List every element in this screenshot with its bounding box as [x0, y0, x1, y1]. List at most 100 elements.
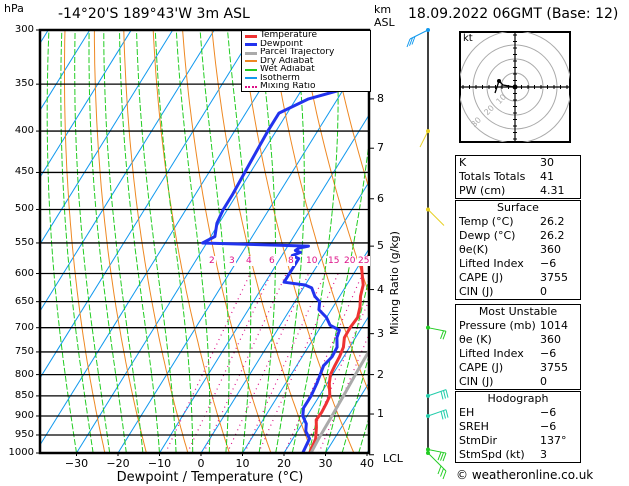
pressure-tick-label: 650 — [14, 295, 34, 307]
wind-barb-flag — [442, 452, 447, 462]
pressure-tick-label: 750 — [14, 345, 34, 357]
most-unstable-row: CIN (J) 0 — [456, 375, 580, 389]
dry-adiabat-line — [299, 30, 369, 295]
height-tick-label: 6 — [377, 191, 384, 205]
legend-entry: Temperature — [242, 31, 370, 40]
legend-label: Parcel Trajectory — [260, 48, 335, 57]
wind-barb-flag — [440, 452, 444, 461]
hodograph-stat-label: StmDir — [459, 434, 498, 447]
most-unstable-label: CIN (J) — [459, 375, 494, 388]
wind-barb-flag — [440, 468, 444, 477]
copyright: © weatheronline.co.uk — [456, 468, 594, 482]
surface-row: Temp (°C) 26.2 — [456, 215, 580, 229]
wind-barb-flag — [406, 38, 411, 48]
wind-barb-flag — [440, 411, 444, 420]
dewpoint-line — [201, 79, 369, 453]
legend-label: Wet Adiabat — [260, 65, 315, 74]
wind-shaft — [427, 327, 447, 332]
most-unstable-value: 0 — [540, 375, 547, 388]
most-unstable-value: 1014 — [540, 319, 568, 332]
mixing-ratio-label: 2 — [208, 255, 216, 266]
surface-label: CIN (J) — [459, 285, 494, 298]
wet-adiabat-line — [154, 30, 194, 453]
pressure-tick-label: 300 — [14, 24, 34, 35]
wind-barb-flag — [443, 410, 446, 419]
wet-adiabat-line — [103, 30, 144, 453]
most-unstable-label: CAPE (J) — [459, 361, 504, 374]
mixing-ratio-label: 4 — [245, 255, 253, 266]
surface-label: CAPE (J) — [459, 271, 504, 284]
height-tick-label: 5 — [377, 239, 384, 253]
indices-table: K 30 Totals Totals 41 PW (cm) 4.31 — [455, 155, 581, 199]
pressure-tick-label: 900 — [14, 409, 34, 421]
dry-adiabat-line — [211, 30, 313, 453]
temperature-line — [308, 253, 369, 453]
legend-entry: Isotherm — [242, 74, 370, 82]
surface-row: θe(K) 360 — [456, 243, 580, 257]
temperature-tick-label: −20 — [106, 457, 130, 470]
dry-adiabat-line — [152, 30, 230, 453]
isotherm-line — [40, 30, 298, 446]
wind-shaft — [409, 29, 429, 40]
wind-barb-flag — [440, 330, 444, 339]
hodograph-stat-row: EH −6 — [456, 406, 580, 420]
mixing-ratio-line — [283, 273, 364, 453]
dry-adiabat-line — [93, 30, 147, 453]
pressure-tick-label: 950 — [14, 428, 34, 440]
most-unstable-label: Lifted Index — [459, 347, 524, 360]
most-unstable-title: Most Unstable — [478, 305, 558, 318]
index-row: PW (cm) 4.31 — [456, 184, 580, 198]
mixing-ratio-label: 8 — [287, 255, 295, 266]
pressure-tick-label: 600 — [14, 267, 34, 279]
wet-adiabat-line — [275, 30, 305, 453]
temperature-tick-label: 40 — [360, 457, 374, 470]
most-unstable-label: Pressure (mb) — [459, 319, 536, 332]
hodograph-unit: kt — [463, 33, 473, 44]
legend-entry: Wet Adiabat — [242, 65, 370, 74]
height-unit: km ASL — [374, 3, 395, 29]
most-unstable-label: θe (K) — [459, 333, 492, 346]
legend-swatch — [245, 43, 257, 46]
chart-datetime: 18.09.2022 06GMT (Base: 12) — [408, 6, 619, 22]
index-label: K — [459, 156, 467, 169]
hodograph-stat-row: SREH −6 — [456, 420, 580, 434]
legend-entry: Parcel Trajectory — [242, 48, 370, 57]
hodograph-stat-label: StmSpd (kt) — [459, 448, 525, 461]
mixing-ratio-label: 6 — [268, 255, 276, 266]
surface-value: −6 — [540, 257, 557, 270]
hodograph-storm-motion — [512, 84, 518, 90]
frame — [36, 28, 374, 456]
wet-adiabat-line — [227, 30, 252, 453]
wind-shaft — [419, 130, 429, 148]
legend-label: Dewpoint — [260, 39, 303, 49]
hodograph-stat-value: 3 — [540, 448, 547, 461]
mixing-ratio-line — [186, 273, 272, 453]
surface-row: CIN (J) 0 — [456, 285, 580, 299]
legend-label: Temperature — [260, 31, 318, 40]
surface-title: Surface — [497, 201, 539, 214]
wind-barb-flag — [409, 37, 413, 46]
hodograph-stat-label: SREH — [459, 420, 489, 433]
wind-barb-flag — [411, 36, 416, 45]
legend: Temperature Dewpoint Parcel Trajectory Dry … — [241, 30, 371, 92]
wet-adiabat-line — [325, 276, 369, 453]
legend-swatch — [245, 68, 257, 71]
most-unstable-row: θe (K) 360 — [456, 333, 580, 347]
wind-barb-flag — [440, 391, 444, 400]
parcel-trajectory-line — [309, 348, 369, 453]
wet-adiabat-line — [136, 30, 177, 453]
wind-shaft — [427, 452, 447, 472]
wind-barb-flag — [445, 409, 449, 418]
temperature-tick-label: 20 — [277, 457, 291, 470]
temperature-tick-label: −10 — [147, 457, 172, 470]
legend-swatch — [245, 51, 257, 55]
wind-barb-flag — [442, 470, 447, 480]
surface-row: Lifted Index −6 — [456, 257, 580, 271]
dry-adiabat-line — [624, 30, 629, 453]
mixing-ratio-axis-label: Mixing Ratio (g/kg) — [388, 231, 401, 335]
height-tick-label: 1 — [377, 407, 384, 421]
mixing-ratio-line — [164, 273, 251, 453]
legend-label: Mixing Ratio — [260, 82, 316, 91]
isotherm-line — [40, 30, 215, 313]
